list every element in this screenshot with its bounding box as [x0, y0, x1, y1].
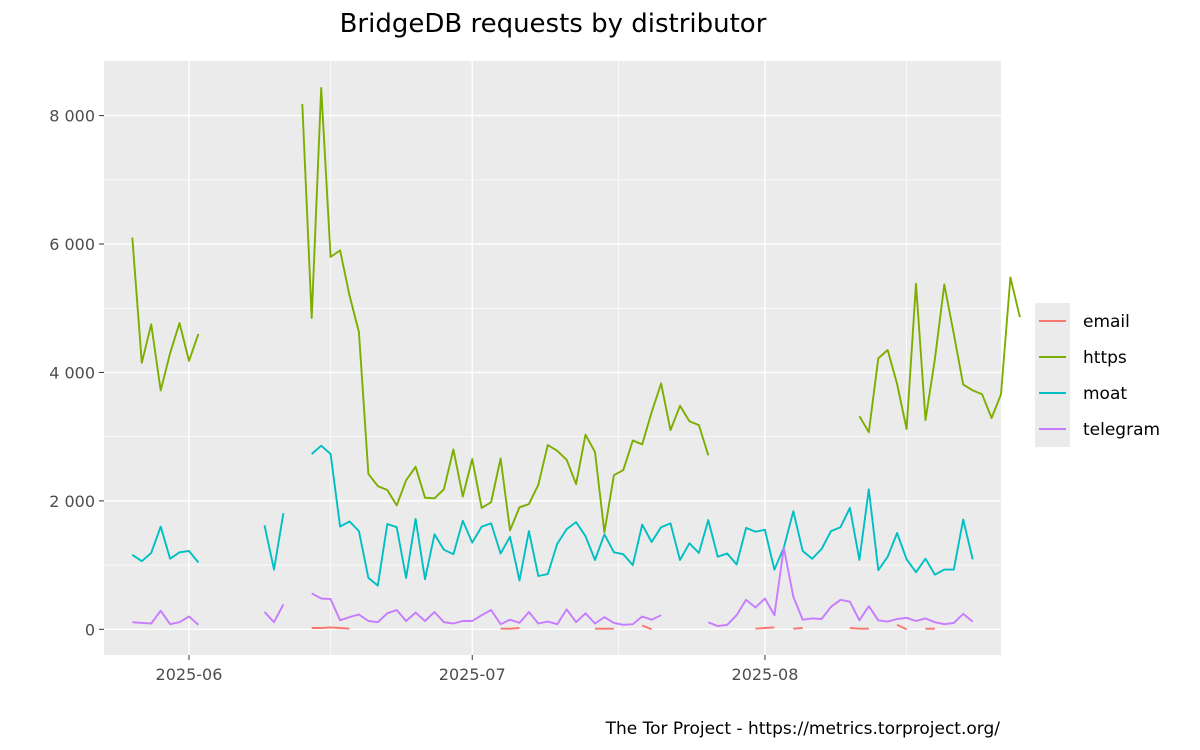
- chart-caption: The Tor Project - https://metrics.torpro…: [605, 719, 1001, 739]
- y-tick-label: 4 000: [49, 363, 95, 382]
- legend-label-https: https: [1083, 348, 1127, 368]
- series-line-https-1: [301, 87, 710, 534]
- series-lines: [131, 87, 1021, 631]
- series-line-email-1: [500, 627, 520, 630]
- y-tick-label: 2 000: [49, 492, 95, 511]
- series-https: [131, 87, 1021, 534]
- x-tick-label: 2025-08: [732, 665, 799, 684]
- series-line-moat-0: [131, 525, 200, 564]
- y-axis: 0 2 000 4 000 6 000 8 000: [49, 107, 104, 639]
- series-line-telegram-3: [707, 546, 974, 628]
- series-email: [311, 623, 935, 631]
- series-line-telegram-0: [132, 609, 200, 626]
- series-line-telegram-2: [311, 592, 662, 626]
- series-line-telegram-1: [263, 603, 285, 624]
- series-line-moat-1: [263, 512, 285, 571]
- x-tick-label: 2025-06: [156, 665, 223, 684]
- series-telegram: [132, 546, 974, 628]
- x-tick-label: 2025-07: [439, 665, 506, 684]
- y-tick-label: 0: [85, 620, 95, 639]
- series-line-email-5: [793, 627, 803, 630]
- x-axis: 2025-06 2025-07 2025-08: [156, 655, 799, 684]
- series-moat: [131, 444, 974, 587]
- y-tick-label: 6 000: [49, 235, 95, 254]
- chart-title: BridgeDB requests by distributor: [340, 9, 767, 39]
- series-line-https-0: [131, 237, 200, 392]
- series-line-email-4: [755, 626, 775, 630]
- legend-label-telegram: telegram: [1083, 420, 1160, 440]
- series-line-moat-2: [311, 444, 974, 587]
- legend-label-moat: moat: [1083, 384, 1127, 404]
- series-line-email-7: [896, 623, 908, 631]
- legend-label-email: email: [1083, 312, 1130, 332]
- series-line-https-2: [858, 276, 1021, 434]
- series-line-email-6: [849, 627, 869, 630]
- series-line-email-3: [641, 624, 652, 631]
- legend: email https moat telegram: [1035, 303, 1160, 447]
- series-line-email-0: [311, 626, 350, 630]
- plot-panel: [104, 61, 1001, 655]
- y-tick-label: 8 000: [49, 107, 95, 126]
- minor-gridlines: [104, 61, 1001, 655]
